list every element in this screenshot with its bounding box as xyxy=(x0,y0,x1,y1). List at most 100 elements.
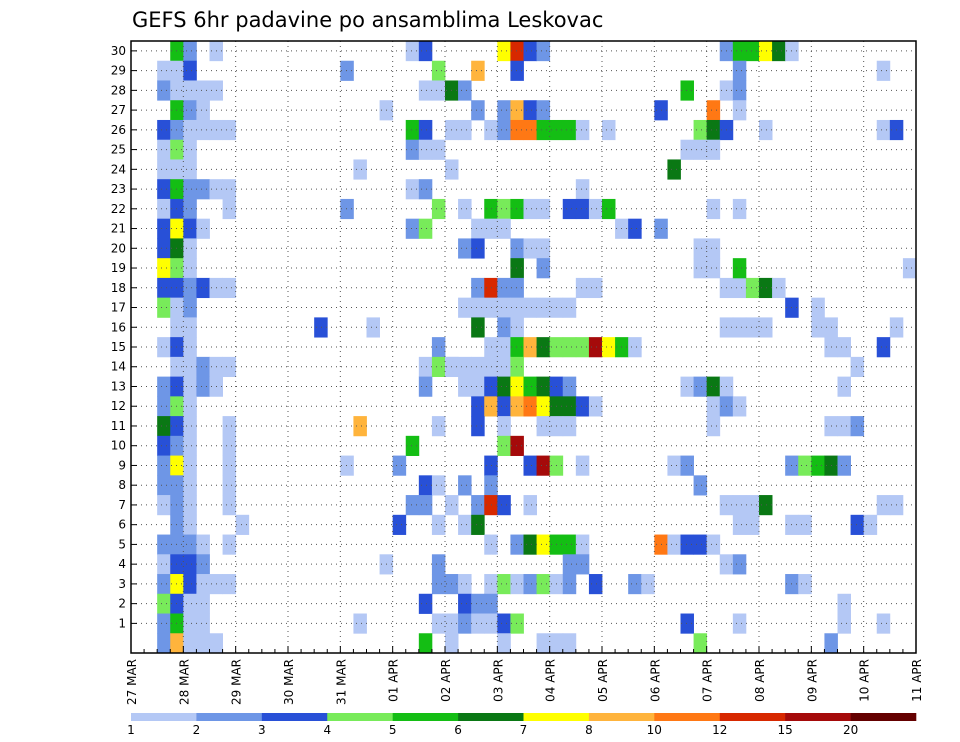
heat-cell xyxy=(418,356,433,378)
y-tick-label: 2 xyxy=(118,597,126,611)
heat-cell xyxy=(405,435,420,456)
heat-cell xyxy=(837,593,851,614)
heat-cell xyxy=(693,475,708,496)
heat-cell xyxy=(732,100,747,121)
heat-cell xyxy=(850,416,865,437)
heat-cell xyxy=(706,119,721,141)
heat-cell xyxy=(732,258,747,279)
heat-cell xyxy=(510,574,524,595)
heat-cell xyxy=(471,495,485,516)
heat-cell xyxy=(497,297,511,318)
heat-cell xyxy=(484,475,498,496)
heat-cell xyxy=(837,416,851,437)
heat-cell xyxy=(732,514,747,535)
heat-cell xyxy=(484,356,498,378)
heat-cell xyxy=(183,593,197,614)
heat-cell xyxy=(759,317,773,338)
heat-cell xyxy=(772,41,786,62)
heat-cell xyxy=(732,198,747,220)
heat-cell xyxy=(575,198,590,220)
heat-cell xyxy=(157,534,171,555)
heat-cell xyxy=(732,80,747,101)
x-tick-label: 05 APR xyxy=(596,659,610,702)
heat-cell xyxy=(183,258,197,279)
colorbar-label: 4 xyxy=(323,723,331,737)
heat-cell xyxy=(706,198,721,220)
heat-cell xyxy=(575,534,590,555)
heat-cell xyxy=(510,41,524,62)
heat-cell xyxy=(183,159,197,180)
heat-cell xyxy=(628,218,642,239)
heat-cell xyxy=(222,435,237,456)
heat-cell xyxy=(196,534,210,555)
heat-cell xyxy=(510,100,524,121)
heat-cell xyxy=(235,514,250,535)
x-tick-label: 10 APR xyxy=(858,659,872,702)
heat-cell xyxy=(732,495,747,516)
y-tick-label: 19 xyxy=(111,261,126,275)
heat-cell xyxy=(693,119,708,141)
heat-cell xyxy=(157,416,171,437)
heat-cell xyxy=(745,317,760,338)
heat-cell xyxy=(562,198,577,220)
heat-cell xyxy=(431,337,446,358)
colorbar-segment xyxy=(392,713,459,721)
heat-cell xyxy=(418,633,433,654)
heat-cell xyxy=(196,218,210,239)
heat-cell xyxy=(536,41,551,62)
heat-cell xyxy=(732,613,747,634)
heat-cell xyxy=(196,100,210,121)
heat-cell xyxy=(222,179,237,200)
colorbar-label: 12 xyxy=(712,723,727,737)
heat-cell xyxy=(183,41,197,62)
heat-cell xyxy=(510,198,524,220)
heat-cell xyxy=(157,60,171,81)
heat-cell xyxy=(850,356,865,378)
heat-cell xyxy=(157,258,171,279)
heat-cell xyxy=(471,277,485,299)
heat-cell xyxy=(811,297,825,318)
y-tick-label: 5 xyxy=(118,537,126,551)
heat-cell xyxy=(458,238,472,259)
heat-cell xyxy=(183,356,197,378)
heat-cell xyxy=(588,396,603,417)
heat-cell xyxy=(392,514,407,535)
heat-cell xyxy=(157,475,171,496)
heat-cell xyxy=(798,455,812,476)
heat-cell xyxy=(562,416,577,437)
heat-cell xyxy=(340,455,354,476)
heat-cell xyxy=(484,455,498,476)
heat-cell xyxy=(562,119,577,141)
heat-cell xyxy=(523,41,537,62)
heat-cell xyxy=(471,297,485,318)
y-tick-label: 7 xyxy=(118,498,126,512)
heat-cell xyxy=(510,356,524,378)
heat-cell xyxy=(562,376,577,397)
heat-cell xyxy=(405,218,420,239)
heat-cell xyxy=(183,633,197,654)
x-tick-label: 11 APR xyxy=(910,659,924,702)
heat-cell xyxy=(706,376,721,397)
heat-cell xyxy=(497,435,511,456)
y-tick-label: 8 xyxy=(118,478,126,492)
colorbar-label: 6 xyxy=(454,723,462,737)
heat-cell xyxy=(706,238,721,259)
heat-cell xyxy=(562,554,577,575)
heat-cell xyxy=(471,613,485,634)
heat-cell xyxy=(850,514,865,535)
heat-cell xyxy=(876,337,891,358)
heat-cell xyxy=(536,238,551,259)
heat-cell xyxy=(418,119,433,141)
heat-cell xyxy=(405,41,420,62)
y-tick-label: 17 xyxy=(111,301,126,315)
heat-cell xyxy=(693,139,708,160)
heat-cell xyxy=(405,179,420,200)
colorbar-segment xyxy=(785,713,851,721)
heat-cell xyxy=(523,119,537,141)
heat-cell xyxy=(745,277,760,299)
heat-cell xyxy=(222,416,237,437)
heat-cell xyxy=(183,100,197,121)
heat-cell xyxy=(523,297,537,318)
heat-cell xyxy=(431,139,446,160)
heat-cell xyxy=(340,198,354,220)
